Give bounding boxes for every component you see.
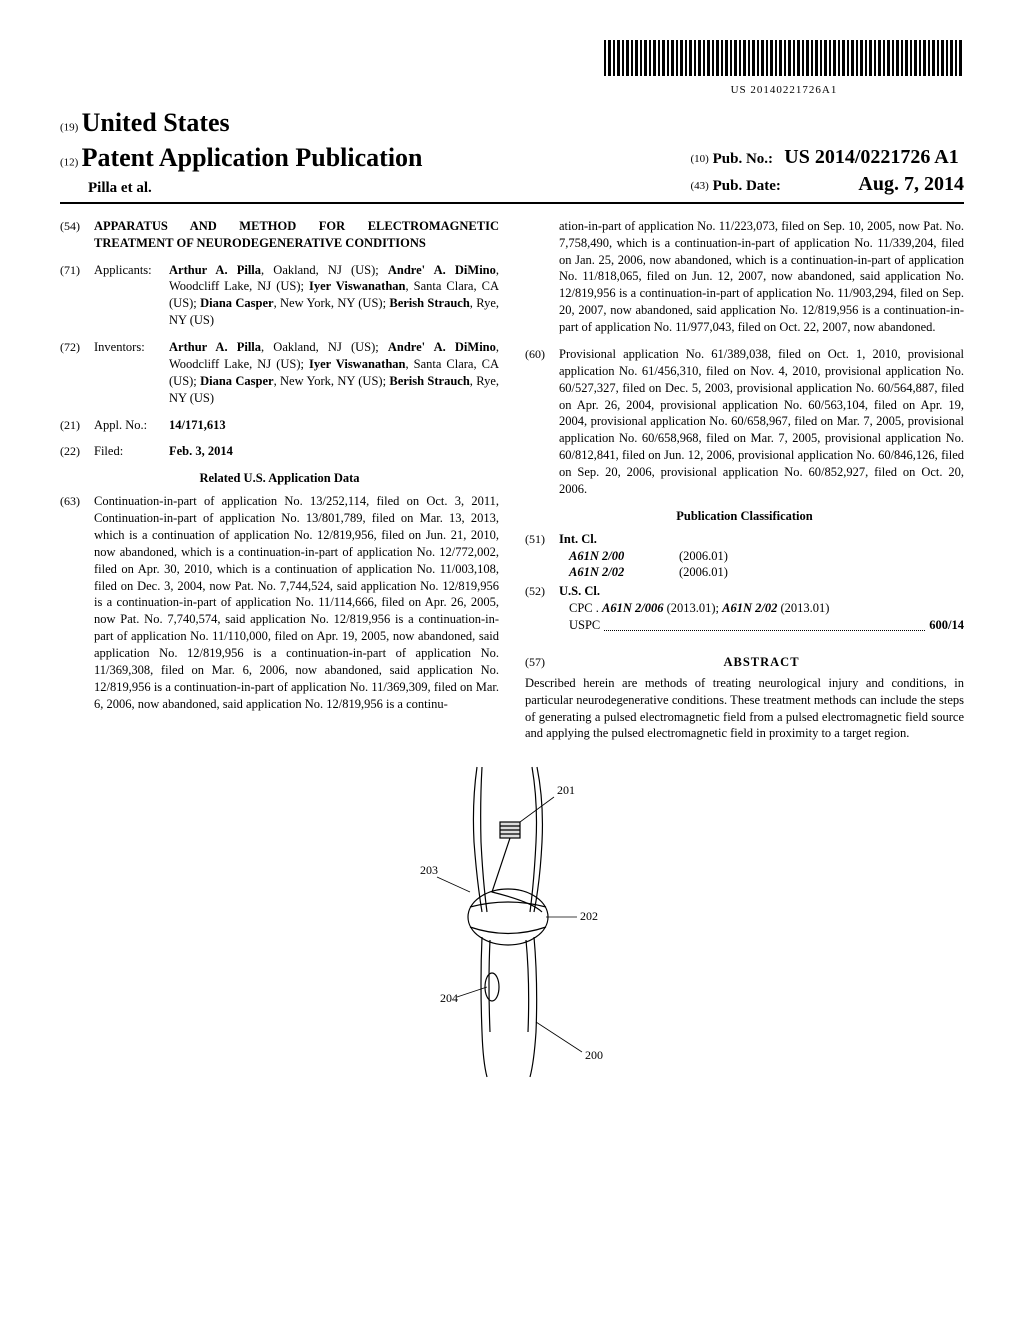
inventors-value: Arthur A. Pilla, Oakland, NJ (US); Andre… [169, 339, 499, 407]
patent-figure: 201 202 203 204 200 [382, 762, 642, 1082]
barcode-number: US 20140221726A1 [604, 83, 964, 98]
right-column: ation-in-part of application No. 11/223,… [525, 218, 964, 743]
header-block: (19) United States (12) Patent Applicati… [60, 105, 964, 203]
header-left: (19) United States (12) Patent Applicati… [60, 105, 423, 197]
fig-label-203: 203 [420, 863, 438, 877]
uspc-dots [604, 617, 925, 631]
classification-heading: Publication Classification [525, 508, 964, 525]
fig-label-202: 202 [580, 909, 598, 923]
related-text-1: Continuation-in-part of application No. … [94, 493, 499, 712]
applicants-label: Applicants: [94, 262, 169, 330]
invention-title: APPARATUS AND METHOD FOR ELECTROMAGNETIC… [94, 218, 499, 252]
appl-no-num: (21) [60, 417, 94, 434]
provisional-row: (60) Provisional application No. 61/389,… [525, 346, 964, 498]
uscl-row: (52) U.S. Cl. CPC . A61N 2/006 (2013.01)… [525, 583, 964, 634]
abstract-text: Described herein are methods of treating… [525, 675, 964, 743]
filed-value: Feb. 3, 2014 [169, 443, 499, 460]
country: United States [82, 108, 230, 137]
intcl-ver: (2006.01) [679, 548, 728, 565]
figure-area: 201 202 203 204 200 [60, 762, 964, 1087]
intcl-code: A61N 2/02 [569, 564, 679, 581]
title-num: (54) [60, 218, 94, 252]
applicants-row: (71) Applicants: Arthur A. Pilla, Oaklan… [60, 262, 499, 330]
authors-line: Pilla et al. [60, 178, 423, 198]
appl-no-label: Appl. No.: [94, 417, 169, 434]
intcl-num: (51) [525, 531, 559, 582]
cpc-line: CPC . A61N 2/006 (2013.01); A61N 2/02 (2… [569, 600, 964, 617]
barcode-area: US 20140221726A1 [60, 40, 964, 97]
uscl-num: (52) [525, 583, 559, 634]
barcode-graphic [604, 40, 964, 76]
abstract-num: (57) [525, 654, 559, 670]
pub-date-label: Pub. Date: [713, 178, 781, 194]
fig-label-204: 204 [440, 991, 458, 1005]
pub-date: Aug. 7, 2014 [858, 173, 964, 195]
filed-row: (22) Filed: Feb. 3, 2014 [60, 443, 499, 460]
applicants-value: Arthur A. Pilla, Oakland, NJ (US); Andre… [169, 262, 499, 330]
applicants-num: (71) [60, 262, 94, 330]
intcl-row: (51) Int. Cl. A61N 2/00 (2006.01) A61N 2… [525, 531, 964, 582]
appl-no-value: 14/171,613 [169, 417, 499, 434]
abstract-heading: ABSTRACT [559, 654, 964, 671]
pub-type: Patent Application Publication [82, 143, 423, 172]
intcl-ver: (2006.01) [679, 564, 728, 581]
country-prefix: (19) [60, 122, 78, 134]
intcl-code: A61N 2/00 [569, 548, 679, 565]
appl-no-row: (21) Appl. No.: 14/171,613 [60, 417, 499, 434]
uscl-label: U.S. Cl. [559, 583, 964, 600]
inventors-row: (72) Inventors: Arthur A. Pilla, Oakland… [60, 339, 499, 407]
fig-label-201: 201 [557, 783, 575, 797]
related-continuation-row: ation-in-part of application No. 11/223,… [525, 218, 964, 336]
pub-no-prefix: (10) [691, 153, 709, 165]
inventors-label: Inventors: [94, 339, 169, 407]
pub-no-label: Pub. No.: [713, 151, 773, 167]
related-text-2: ation-in-part of application No. 11/223,… [559, 218, 964, 336]
body-columns: (54) APPARATUS AND METHOD FOR ELECTROMAG… [60, 218, 964, 743]
pub-no: US 2014/0221726 A1 [784, 146, 958, 168]
related-num: (63) [60, 493, 94, 712]
abstract-heading-row: (57) ABSTRACT [525, 644, 964, 675]
title-row: (54) APPARATUS AND METHOD FOR ELECTROMAG… [60, 218, 499, 252]
cpc-label: CPC . [569, 601, 599, 615]
pub-date-prefix: (43) [691, 180, 709, 192]
pub-type-prefix: (12) [60, 157, 78, 169]
header-right: (10) Pub. No.: US 2014/0221726 A1 (43) P… [691, 144, 964, 198]
filed-label: Filed: [94, 443, 169, 460]
intcl-entry: A61N 2/02 (2006.01) [569, 564, 964, 581]
left-column: (54) APPARATUS AND METHOD FOR ELECTROMAG… [60, 218, 499, 743]
inventors-num: (72) [60, 339, 94, 407]
uspc-line: USPC 600/14 [569, 617, 964, 634]
fig-label-200: 200 [585, 1048, 603, 1062]
related-row: (63) Continuation-in-part of application… [60, 493, 499, 712]
filed-num: (22) [60, 443, 94, 460]
uspc-value: 600/14 [929, 617, 964, 634]
provisional-num: (60) [525, 346, 559, 498]
related-heading: Related U.S. Application Data [60, 470, 499, 487]
provisional-text: Provisional application No. 61/389,038, … [559, 346, 964, 498]
uspc-label: USPC [569, 617, 600, 634]
intcl-table: A61N 2/00 (2006.01) A61N 2/02 (2006.01) [569, 548, 964, 582]
intcl-entry: A61N 2/00 (2006.01) [569, 548, 964, 565]
intcl-label: Int. Cl. [559, 531, 964, 548]
